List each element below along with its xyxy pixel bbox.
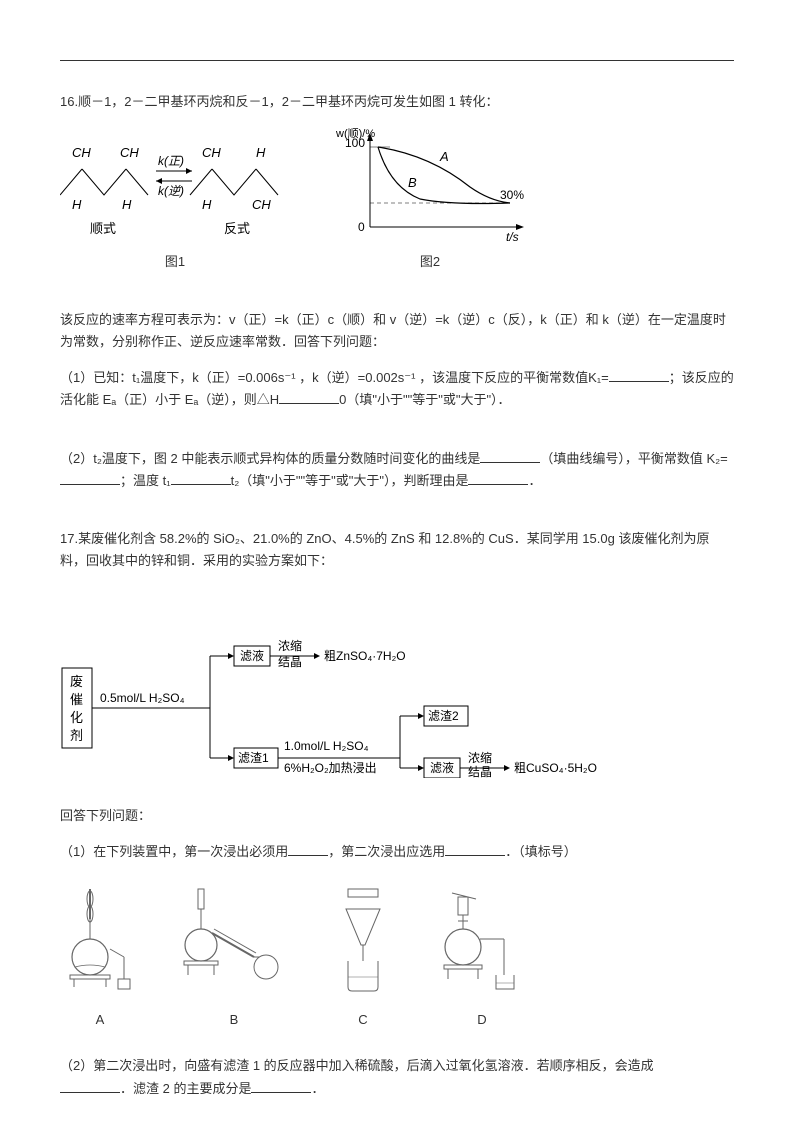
step1: 0.5mol/L H₂SO₄ [100,691,185,705]
device-d: D [432,879,532,1031]
q16-p3b: （填曲线编号），平衡常数值 K₂= [540,451,727,466]
q16-p3c: ；温度 t₁ [120,473,171,488]
device-a-label: A [60,1009,140,1031]
q17-p1b: ，第二次浸出应选用 [328,844,445,859]
flowchart: 废 催 化 剂 0.5mol/L H₂SO₄ 滤液 浓缩 结晶 粗ZnSO₄·7… [60,628,734,785]
step2a: 1.0mol/L H₂SO₄ [284,739,369,753]
fig1-label: 图1 [60,251,290,273]
q17-p1: （1）在下列装置中，第一次浸出必须用 ，第二次浸出应选用 ．（填标号） [60,841,734,863]
device-b-label: B [174,1009,294,1031]
flow-input-4: 剂 [70,728,83,743]
eq-label: 30% [500,188,524,202]
figure-2: 100 0 w(顺)/% 30% A B t/s 图2 [330,127,530,273]
blank-k2[interactable] [60,472,120,485]
cuZn: 粗ZnSO₄·7H₂O [324,649,406,663]
q16-intro: 16.顺－1，2－二甲基环丙烷和反－1，2－二甲基环丙烷可发生如图 1 转化： [60,91,734,113]
device-a: A [60,879,140,1031]
blank-k1[interactable] [609,369,669,382]
q16-p3d: t₂（填"小于""等于"或"大于"），判断理由是 [231,473,469,488]
kinetics-graph: 100 0 w(顺)/% 30% A B t/s [330,127,530,247]
blank-lvzha2[interactable] [251,1080,311,1093]
q17-p2: （2）第二次浸出时，向盛有滤渣 1 的反应器中加入稀硫酸，后滴入过氧化氢溶液．若… [60,1055,734,1099]
q16-p2: （1）已知：t₁温度下，k（正）=0.006s⁻¹ ，k（逆）=0.002s⁻¹… [60,367,734,411]
lvye-bot: 滤液 [430,760,454,775]
fan-label: 反式 [224,221,250,236]
fig2-label: 图2 [330,251,530,273]
ch-label: CH [202,145,221,160]
lvzha2: 滤渣2 [428,709,459,723]
nongsuo-1: 浓缩 [278,638,302,653]
device-d-label: D [432,1009,532,1031]
q17-p2c: ． [311,1081,324,1096]
top-divider [60,60,734,61]
q17-p1a: （1）在下列装置中，第一次浸出必须用 [60,844,288,859]
ch-label: CH [72,145,91,160]
flow-input-1: 废 [70,674,83,689]
xlabel: t/s [506,230,519,244]
h-label: H [122,197,132,212]
q17-intro: 17.某废催化剂含 58.2%的 SiO₂、21.0%的 ZnO、4.5%的 Z… [60,528,734,572]
curve-a: A [439,149,449,164]
ylabel: w(顺)/% [335,127,375,140]
devices-row: A B C [60,879,734,1031]
q16-p2a: （1）已知：t₁温度下，k（正）=0.006s⁻¹ ，k（逆）=0.002s⁻¹… [60,370,609,385]
blank-curve[interactable] [480,450,540,463]
device-c: C [328,879,398,1031]
figure-1: CH CH H H k(正) k(逆) CH H H CH 顺式 反式 [60,137,290,273]
q17-p2a: （2）第二次浸出时，向盛有滤渣 1 的反应器中加入稀硫酸，后滴入过氧化氢溶液．若… [60,1058,654,1073]
q16-p2c: 0（填"小于""等于"或"大于"）． [339,392,510,407]
blank-t-compare[interactable] [171,472,231,485]
flow-input-3: 化 [70,710,83,725]
q16-p3e: ． [528,473,541,488]
curve-b: B [408,175,417,190]
q17-p1c: ．（填标号） [505,844,577,859]
blank-device1[interactable] [288,843,328,856]
blank-reason[interactable] [468,472,528,485]
structure-diagram: CH CH H H k(正) k(逆) CH H H CH 顺式 反式 [60,137,290,247]
ch-label: CH [120,145,139,160]
q17-p2b: ．滤渣 2 的主要成分是 [120,1081,251,1096]
blank-device2[interactable] [445,843,505,856]
q16-figures: CH CH H H k(正) k(逆) CH H H CH 顺式 反式 [60,127,734,273]
device-b: B [174,879,294,1031]
k-reverse: k(逆) [158,184,184,198]
blank-reverse[interactable] [60,1080,120,1093]
y0: 0 [358,220,365,234]
cuCu: 粗CuSO₄·5H₂O [514,761,597,775]
jiejing-2: 结晶 [468,765,492,778]
flow-input-2: 催 [70,692,83,707]
lvye-top: 滤液 [240,648,264,663]
k-forward: k(正) [158,154,184,168]
blank-dh[interactable] [279,391,339,404]
jiejing-1: 结晶 [278,655,302,669]
h-label: H [202,197,212,212]
q16-p3a: （2）t₂温度下，图 2 中能表示顺式异构体的质量分数随时间变化的曲线是 [60,451,480,466]
h-label: H [256,145,266,160]
step2b: 6%H₂O₂加热浸出 [284,761,377,775]
flowchart-svg: 废 催 化 剂 0.5mol/L H₂SO₄ 滤液 浓缩 结晶 粗ZnSO₄·7… [60,628,620,778]
q16-p1: 该反应的速率方程可表示为：v（正）=k（正）c（顺）和 v（逆）=k（逆）c（反… [60,309,734,353]
q17-ans-head: 回答下列问题： [60,805,734,827]
lvzha1: 滤渣1 [238,751,269,765]
h-label: H [72,197,82,212]
q16-p3: （2）t₂温度下，图 2 中能表示顺式异构体的质量分数随时间变化的曲线是 （填曲线… [60,448,734,492]
nongsuo-2: 浓缩 [468,750,492,765]
ch-label: CH [252,197,271,212]
device-c-label: C [328,1009,398,1031]
shun-label: 顺式 [90,221,116,236]
